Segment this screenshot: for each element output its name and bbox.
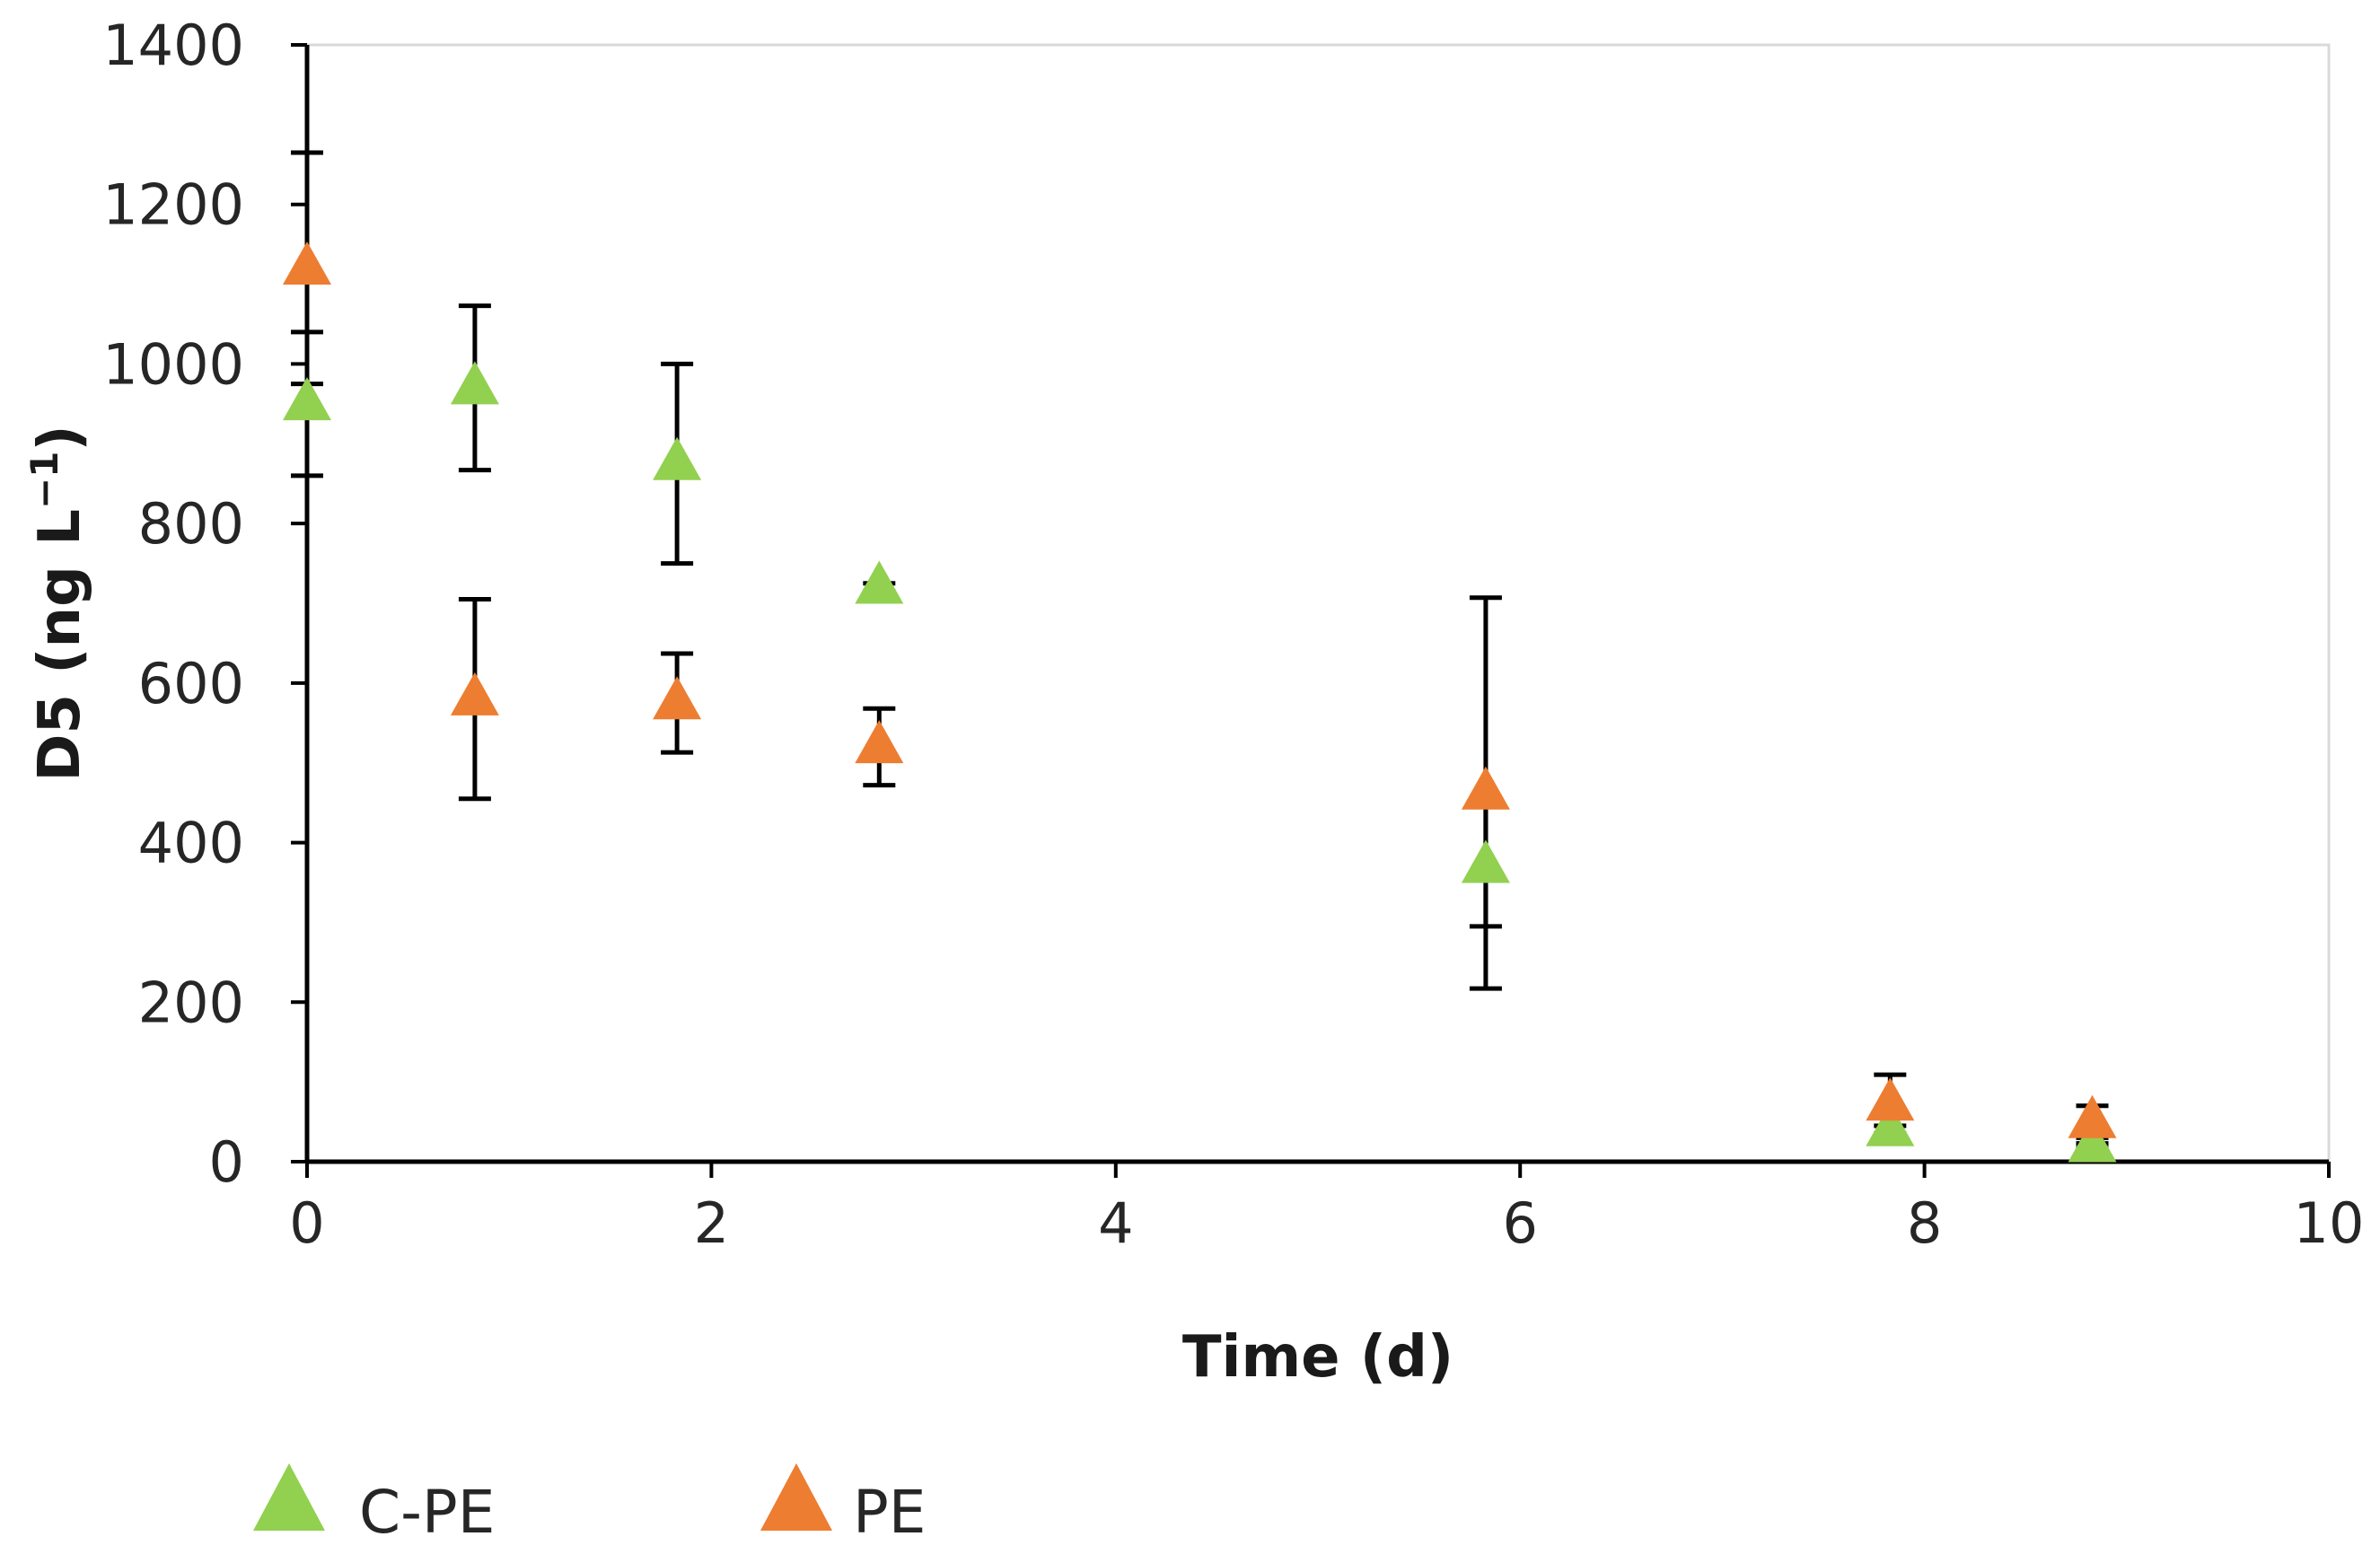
legend-label-pe: PE bbox=[853, 1478, 927, 1547]
point-pe bbox=[855, 720, 904, 764]
point-pe bbox=[450, 672, 499, 716]
point-pe bbox=[1866, 1077, 1915, 1121]
y-tick-label: 400 bbox=[138, 811, 244, 876]
point-c-pe bbox=[2068, 1119, 2117, 1163]
y-tick-label: 200 bbox=[138, 970, 244, 1035]
y-tick-label: 1200 bbox=[102, 172, 244, 238]
point-c-pe bbox=[450, 361, 499, 405]
legend-item-pe: PE bbox=[760, 1463, 927, 1547]
plot-area bbox=[305, 43, 2331, 1163]
y-tick-label: 1400 bbox=[102, 13, 244, 78]
point-c-pe bbox=[1461, 839, 1510, 883]
x-tick-label: 6 bbox=[1502, 1190, 1537, 1256]
y-tick-label: 0 bbox=[209, 1129, 244, 1195]
point-c-pe bbox=[855, 560, 904, 604]
point-c-pe bbox=[653, 436, 702, 480]
legend: C-PE PE bbox=[253, 1463, 927, 1547]
y-tick-label: 1000 bbox=[102, 331, 244, 397]
x-tick-label: 10 bbox=[2294, 1190, 2365, 1256]
point-pe bbox=[2068, 1094, 2117, 1138]
point-pe bbox=[653, 676, 702, 720]
legend-label-c-pe: C-PE bbox=[359, 1478, 495, 1547]
y-axis-title: D5 (ng L−1) bbox=[22, 425, 93, 781]
legend-marker-pe bbox=[760, 1463, 832, 1531]
point-c-pe bbox=[283, 377, 331, 421]
y-tick-label: 600 bbox=[138, 651, 244, 716]
y-tick-label: 800 bbox=[138, 491, 244, 557]
point-pe bbox=[1461, 766, 1510, 810]
x-axis-title: Time (d) bbox=[1182, 1324, 1453, 1391]
x-tick-label: 2 bbox=[694, 1190, 729, 1256]
legend-marker-c-pe bbox=[253, 1463, 325, 1531]
x-tick-label: 4 bbox=[1098, 1190, 1133, 1256]
x-tick-label: 0 bbox=[289, 1190, 324, 1256]
point-pe bbox=[283, 241, 331, 285]
legend-item-c-pe: C-PE bbox=[253, 1463, 495, 1547]
point-c-pe bbox=[1866, 1102, 1915, 1146]
x-tick-label: 8 bbox=[1907, 1190, 1942, 1256]
